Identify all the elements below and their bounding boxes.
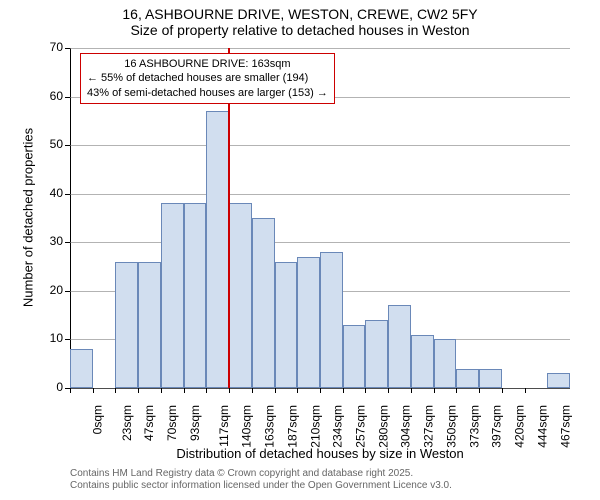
histogram-bar bbox=[320, 252, 343, 388]
y-axis-label: Number of detached properties bbox=[21, 118, 36, 318]
histogram-bar bbox=[229, 203, 252, 388]
histogram-bar bbox=[365, 320, 388, 388]
x-tick-label: 23sqm bbox=[120, 405, 134, 441]
annotation-line: 16 ASHBOURNE DRIVE: 163sqm bbox=[87, 57, 328, 71]
gridline bbox=[70, 145, 570, 146]
histogram-bar bbox=[388, 305, 411, 388]
histogram-bar bbox=[138, 262, 161, 388]
y-tick-label: 20 bbox=[35, 283, 63, 297]
x-tick-label: 420sqm bbox=[513, 405, 527, 448]
histogram-bar bbox=[434, 339, 457, 388]
x-tick-label: 280sqm bbox=[376, 405, 390, 448]
chart-container: 16, ASHBOURNE DRIVE, WESTON, CREWE, CW2 … bbox=[0, 0, 600, 500]
footer-line1: Contains HM Land Registry data © Crown c… bbox=[70, 468, 452, 480]
x-tick-label: 70sqm bbox=[165, 405, 179, 441]
x-tick-label: 0sqm bbox=[90, 405, 104, 434]
histogram-bar bbox=[297, 257, 320, 388]
footer-text: Contains HM Land Registry data © Crown c… bbox=[70, 468, 452, 492]
x-tick-label: 304sqm bbox=[399, 405, 413, 448]
x-tick-label: 47sqm bbox=[142, 405, 156, 441]
histogram-bar bbox=[343, 325, 366, 388]
title-line2: Size of property relative to detached ho… bbox=[0, 22, 600, 38]
gridline bbox=[70, 194, 570, 195]
histogram-bar bbox=[70, 349, 93, 388]
x-axis-label: Distribution of detached houses by size … bbox=[70, 446, 570, 461]
y-tick-label: 10 bbox=[35, 331, 63, 345]
histogram-bar bbox=[252, 218, 275, 388]
x-tick-label: 467sqm bbox=[558, 405, 572, 448]
annotation-line: ← 55% of detached houses are smaller (19… bbox=[87, 71, 328, 85]
histogram-bar bbox=[115, 262, 138, 388]
title-block: 16, ASHBOURNE DRIVE, WESTON, CREWE, CW2 … bbox=[0, 0, 600, 38]
footer-line2: Contains public sector information licen… bbox=[70, 480, 452, 492]
x-tick-label: 257sqm bbox=[354, 405, 368, 448]
y-tick-label: 70 bbox=[35, 40, 63, 54]
gridline bbox=[70, 48, 570, 49]
histogram-bar bbox=[161, 203, 184, 388]
histogram-bar bbox=[184, 203, 207, 388]
x-tick-label: 93sqm bbox=[188, 405, 202, 441]
x-tick-label: 373sqm bbox=[467, 405, 481, 448]
plot-area: 0102030405060700sqm23sqm47sqm70sqm93sqm1… bbox=[70, 48, 570, 388]
x-tick-label: 117sqm bbox=[216, 405, 230, 447]
x-tick-label: 210sqm bbox=[308, 405, 322, 448]
x-tick-label: 234sqm bbox=[331, 405, 345, 448]
x-tick-label: 444sqm bbox=[536, 405, 550, 448]
x-tick-label: 187sqm bbox=[286, 405, 300, 448]
x-tick-label: 140sqm bbox=[240, 405, 254, 448]
histogram-bar bbox=[411, 335, 434, 388]
y-tick-label: 40 bbox=[35, 186, 63, 200]
x-tick-label: 397sqm bbox=[490, 405, 504, 448]
y-tick-label: 30 bbox=[35, 234, 63, 248]
x-tick-label: 163sqm bbox=[263, 405, 277, 448]
y-tick-label: 50 bbox=[35, 137, 63, 151]
annotation-line: 43% of semi-detached houses are larger (… bbox=[87, 86, 328, 100]
x-tick-label: 327sqm bbox=[422, 405, 436, 448]
y-tick-label: 60 bbox=[35, 89, 63, 103]
gridline bbox=[70, 242, 570, 243]
y-tick-label: 0 bbox=[35, 380, 63, 394]
histogram-bar bbox=[479, 369, 502, 388]
title-line1: 16, ASHBOURNE DRIVE, WESTON, CREWE, CW2 … bbox=[0, 6, 600, 22]
histogram-bar bbox=[206, 111, 229, 388]
histogram-bar bbox=[275, 262, 298, 388]
histogram-bar bbox=[547, 373, 570, 388]
histogram-bar bbox=[456, 369, 479, 388]
x-tick-label: 350sqm bbox=[445, 405, 459, 448]
annotation-box: 16 ASHBOURNE DRIVE: 163sqm← 55% of detac… bbox=[80, 53, 335, 104]
